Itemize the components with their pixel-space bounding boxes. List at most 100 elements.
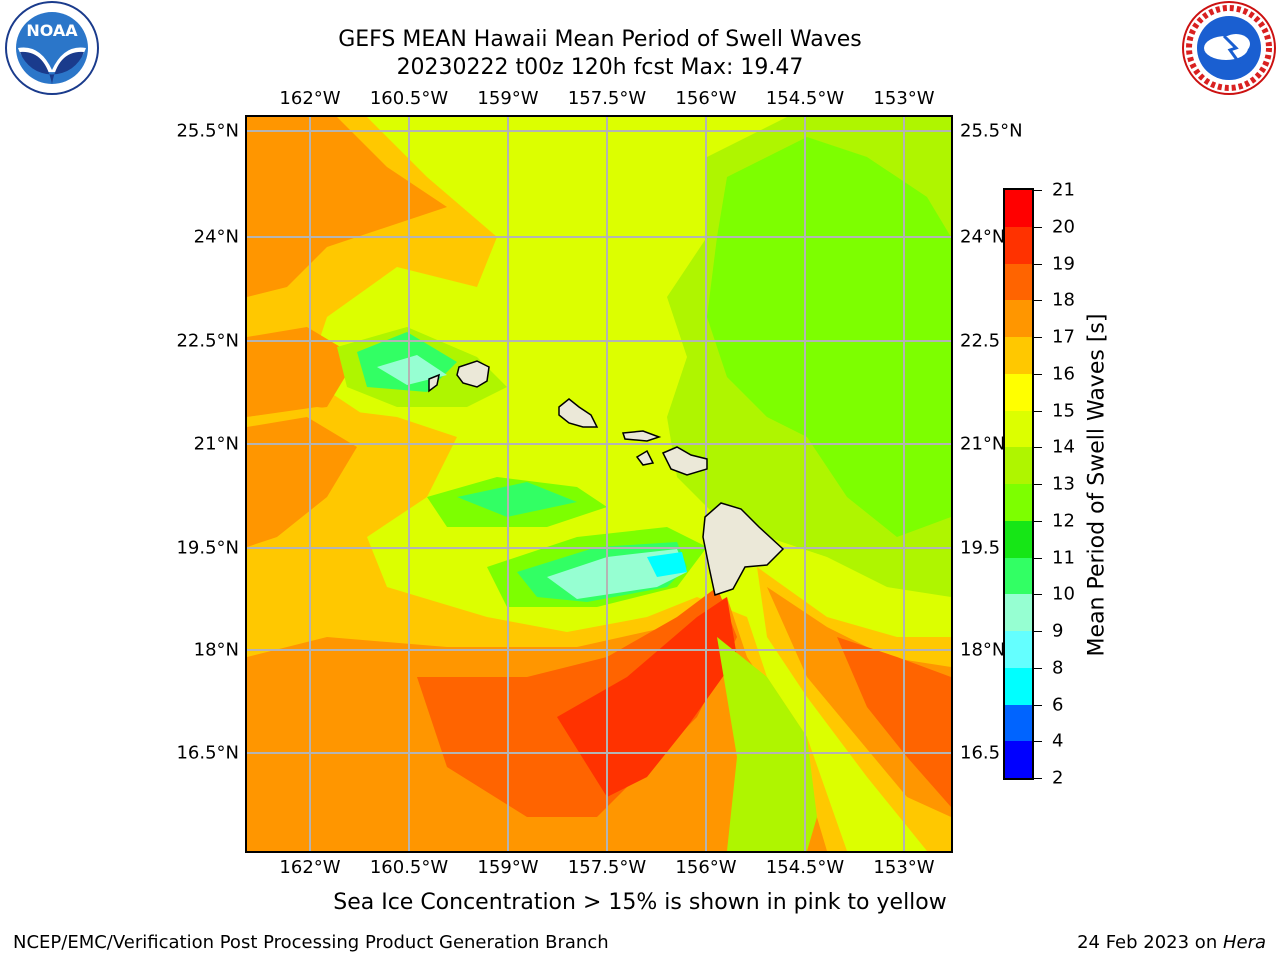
colorbar-segment	[1005, 557, 1032, 595]
colorbar-tick-label: 17	[1052, 326, 1075, 348]
colorbar-segment	[1005, 667, 1032, 705]
colorbar-tick	[1034, 263, 1042, 265]
colorbar-tick	[1034, 704, 1042, 706]
colorbar-tick-label: 2	[1052, 767, 1064, 789]
colorbar-segment	[1005, 594, 1032, 631]
colorbar-tick	[1034, 520, 1042, 522]
lon-label-top: 154.5°W	[765, 88, 845, 109]
contour-band-18-19	[417, 587, 737, 817]
chart-subtitle: 20230222 t00z 120h fcst Max: 19.47	[396, 55, 804, 80]
lon-label-top: 156°W	[675, 88, 737, 109]
lat-label-right: 25.5°N	[960, 120, 1023, 142]
machine-name: Hera	[1222, 932, 1266, 953]
lon-label-bottom: 156°W	[675, 857, 737, 878]
colorbar-tick-label: 16	[1052, 363, 1075, 385]
lon-label-bottom: 160.5°W	[369, 857, 449, 878]
colorbar-tick	[1034, 190, 1042, 191]
colorbar-segment	[1005, 484, 1032, 521]
contour-band-17-18	[247, 327, 357, 417]
colorbar-tick-label: 14	[1052, 436, 1075, 458]
colorbar-tick	[1034, 410, 1042, 412]
lat-label-right: 21°N	[960, 433, 1006, 455]
colorbar-segment	[1005, 190, 1032, 227]
lat-label-left: 22.5°N	[176, 330, 239, 352]
island-kauai	[456, 360, 490, 388]
colorbar-tick-label: 15	[1052, 400, 1075, 421]
colorbar-tick	[1034, 778, 1042, 779]
colorbar-tick	[1034, 484, 1042, 485]
lon-label-top: 153°W	[873, 88, 935, 109]
island-oahu	[558, 398, 599, 428]
colorbar-tick	[1034, 667, 1042, 669]
colorbar-tick	[1034, 631, 1042, 632]
colorbar-tick	[1034, 557, 1042, 559]
lat-label-right: 22.5	[960, 330, 1001, 352]
date-prefix: 24 Feb 2023 on	[1077, 932, 1223, 953]
colorbar-tick-label: 12	[1052, 510, 1075, 532]
lat-label-left: 21°N	[193, 433, 239, 455]
colorbar-segment	[1005, 704, 1032, 742]
lon-label-bottom: 157.5°W	[567, 857, 647, 878]
contour-band-18-19	[837, 637, 951, 807]
colorbar-segment	[1005, 263, 1032, 301]
lon-label-bottom: 154.5°W	[765, 857, 845, 878]
colorbar-tick	[1034, 300, 1042, 302]
contour-band-17-18	[247, 117, 447, 297]
noaa-logo: NOAA	[5, 1, 99, 95]
colorbar-tick	[1034, 373, 1042, 375]
colorbar-segment	[1005, 410, 1032, 448]
chart-title: GEFS MEAN Hawaii Mean Period of Swell Wa…	[338, 27, 862, 52]
colorbar-tick-label: 8	[1052, 657, 1064, 679]
colorbar-segment	[1005, 631, 1032, 668]
contour-band-17-18	[247, 417, 357, 547]
lat-label-left: 18°N	[193, 639, 239, 661]
colorbar-label: Mean Period of Swell Waves [s]	[1084, 313, 1110, 657]
lat-label-left: 19.5°N	[176, 537, 239, 559]
colorbar-segment	[1005, 300, 1032, 337]
colorbar	[1003, 188, 1034, 780]
contour-band-6-8	[647, 552, 687, 577]
colorbar-segment	[1005, 337, 1032, 374]
island-hawaii	[702, 502, 785, 596]
lon-label-top: 159°W	[477, 88, 539, 109]
colorbar-tick-label: 21	[1052, 179, 1075, 201]
date-machine-text: 24 Feb 2023 on Hera	[1077, 932, 1266, 953]
colorbar-tick-label: 10	[1052, 583, 1075, 605]
nws-logo	[1182, 1, 1276, 95]
lat-label-left: 25.5°N	[176, 120, 239, 142]
colorbar-tick	[1034, 741, 1042, 743]
contour-band-9-10	[377, 355, 447, 385]
colorbar-tick-label: 18	[1052, 289, 1075, 311]
island-molokai	[621, 430, 662, 442]
lat-label-right: 18°N	[960, 639, 1006, 661]
swell-period-map	[245, 115, 953, 853]
contour-band-10-11	[457, 482, 577, 517]
colorbar-tick-label: 19	[1052, 253, 1075, 274]
sea-ice-note: Sea Ice Concentration > 15% is shown in …	[0, 890, 1280, 915]
sea-ice-note-text: Sea Ice Concentration > 15% is shown in …	[333, 890, 947, 915]
lat-label-right: 19.5	[960, 537, 1001, 559]
island-niihau	[428, 373, 441, 393]
credit-text: NCEP/EMC/Verification Post Processing Pr…	[13, 932, 609, 953]
lat-label-left: 24°N	[193, 226, 239, 248]
island-lanai	[635, 449, 655, 466]
island-maui	[661, 446, 708, 476]
lon-label-top: 162°W	[279, 88, 341, 109]
lon-label-bottom: 159°W	[477, 857, 539, 878]
lon-label-bottom: 153°W	[873, 857, 935, 878]
lat-label-right: 16.5	[960, 742, 1001, 764]
lon-label-top: 157.5°W	[567, 88, 647, 109]
contour-band-19-20	[557, 597, 737, 797]
colorbar-tick-label: 4	[1052, 730, 1064, 752]
colorbar-segment	[1005, 226, 1032, 264]
lon-label-top: 160.5°W	[369, 88, 449, 109]
colorbar-tick-label: 11	[1052, 547, 1075, 568]
colorbar-tick	[1034, 337, 1042, 338]
colorbar-tick	[1034, 226, 1042, 228]
noaa-logo-text: NOAA	[26, 21, 78, 40]
colorbar-segment	[1005, 520, 1032, 558]
colorbar-segment	[1005, 447, 1032, 484]
contour-band-13-14	[717, 637, 817, 851]
colorbar-tick-label: 6	[1052, 694, 1064, 715]
colorbar-segment	[1005, 373, 1032, 411]
